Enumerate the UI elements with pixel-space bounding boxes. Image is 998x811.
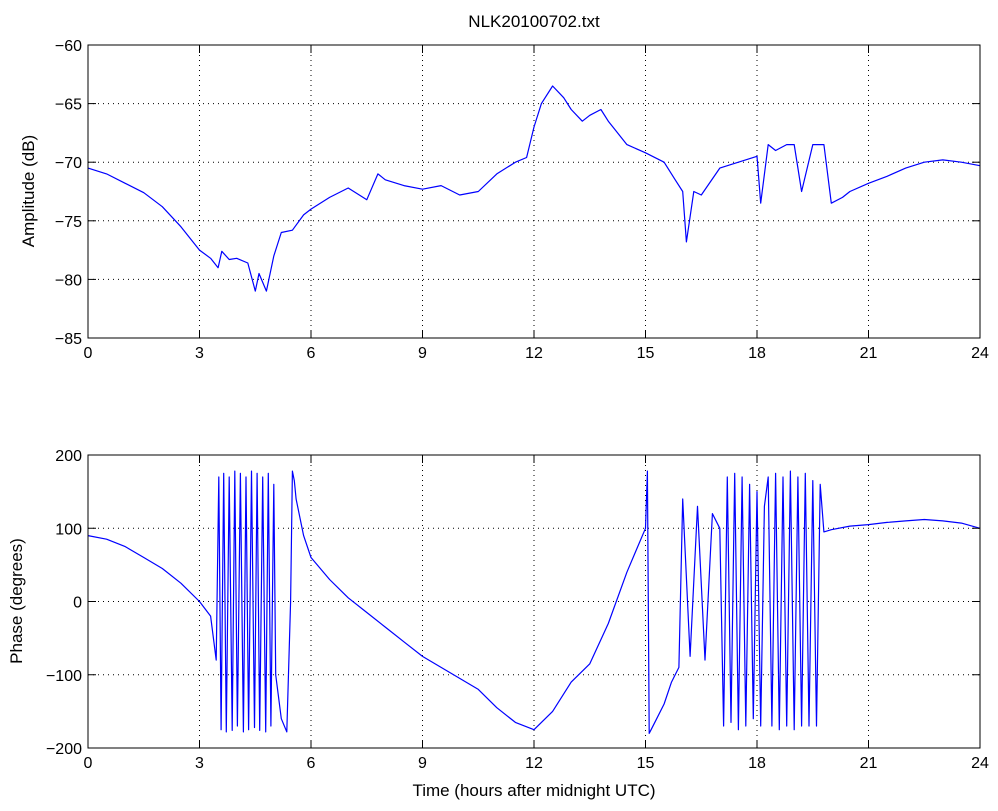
phase-xlabel: Time (hours after midnight UTC) (412, 781, 655, 800)
amplitude-series (87, 85, 981, 292)
phase-xtick-label: 15 (637, 755, 655, 772)
phase-xtick-label: 3 (195, 755, 204, 772)
amplitude-ytick-label: −70 (55, 155, 82, 172)
amplitude-xtick-label: 12 (525, 345, 543, 362)
amplitude-xtick-label: 21 (860, 345, 878, 362)
amplitude-ylabel: Amplitude (dB) (19, 135, 38, 247)
phase-chart: 0 3 6 9 12 15 18 21 24 −200 −100 0 100 200 Time (hour… (7, 448, 989, 800)
amplitude-ytick-label: −85 (55, 331, 82, 348)
amplitude-chart: 0 3 6 9 12 15 18 21 24 −85 −80 −75 −70 −65 −60 NLK2010… (19, 12, 989, 362)
amplitude-series-line (87, 85, 981, 292)
phase-xtick-label: 0 (84, 755, 93, 772)
amplitude-ytick-label: −60 (55, 38, 82, 55)
amplitude-ytick-label: −80 (55, 272, 82, 289)
phase-ylabel: Phase (degrees) (7, 538, 26, 664)
phase-ytick-label: 100 (55, 521, 82, 538)
amplitude-xtick-label: 15 (637, 345, 655, 362)
amplitude-grid (88, 45, 980, 338)
phase-series (87, 470, 981, 735)
phase-xtick-label: 12 (525, 755, 543, 772)
phase-xtick-label: 21 (860, 755, 878, 772)
phase-ytick-label: −200 (46, 741, 82, 758)
amplitude-ytick-label: −75 (55, 214, 82, 231)
phase-ytick-label: 0 (73, 595, 82, 612)
amplitude-ytick-label: −65 (55, 97, 82, 114)
phase-xtick-label: 24 (971, 755, 989, 772)
phase-xtick-label: 6 (307, 755, 316, 772)
amplitude-ticks: 0 3 6 9 12 15 18 21 24 −85 −80 −75 −70 −65 −60 (55, 38, 989, 362)
phase-xtick-label: 18 (748, 755, 766, 772)
amplitude-xtick-label: 0 (84, 345, 93, 362)
amplitude-xtick-label: 9 (418, 345, 427, 362)
phase-ticks: 0 3 6 9 12 15 18 21 24 −200 −100 0 100 200 (46, 448, 989, 772)
phase-grid (88, 455, 980, 748)
amplitude-xtick-label: 6 (307, 345, 316, 362)
phase-ytick-label: −100 (46, 668, 82, 685)
amplitude-plot-area (88, 45, 980, 338)
amplitude-xtick-label: 18 (748, 345, 766, 362)
amplitude-xtick-label: 24 (971, 345, 989, 362)
chart-title: NLK20100702.txt (468, 12, 600, 31)
phase-ytick-label: 200 (55, 448, 82, 465)
phase-series-line (87, 470, 981, 735)
amplitude-xtick-label: 3 (195, 345, 204, 362)
phase-xtick-label: 9 (418, 755, 427, 772)
